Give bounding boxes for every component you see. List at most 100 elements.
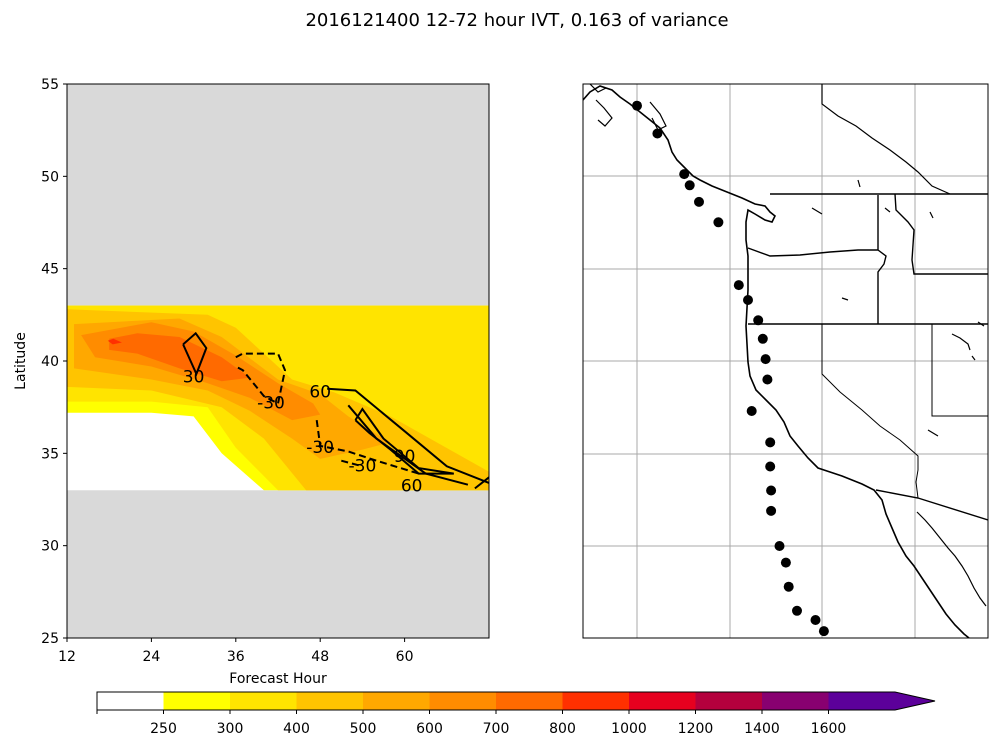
contour-line-2: [315, 419, 419, 475]
map-gridlines: [583, 84, 988, 638]
figure-title: 2016121400 12-72 hour IVT, 0.163 of vari…: [305, 10, 728, 31]
contour-label: 90: [394, 447, 416, 467]
colorbar-tick-label: 300: [217, 721, 244, 737]
colorbar-tick-label: 250: [150, 721, 177, 737]
contour-label: -30: [306, 438, 334, 458]
y-axis-label: Latitude: [13, 332, 29, 390]
map-point: [753, 315, 764, 326]
x-tick-label: 48: [311, 649, 329, 665]
colorbar-extend-arrow: [895, 692, 935, 710]
map-point: [850, 719, 860, 729]
map-point: [694, 196, 704, 207]
colorbar-segment: [562, 692, 630, 710]
x-axis-label: Forecast Hour: [229, 671, 327, 687]
map-point: [746, 406, 757, 416]
map-point: [684, 180, 695, 191]
contour-label: -30: [349, 456, 377, 476]
contour-line-6: [354, 407, 454, 475]
map-point: [765, 461, 776, 472]
y-tick-label: 50: [41, 169, 59, 185]
id-border: [894, 193, 988, 275]
colorbar-segment: [496, 692, 563, 710]
x-tick-label: 36: [227, 649, 245, 665]
map-point: [818, 626, 829, 637]
map-point: [679, 169, 690, 180]
contour-label: 60: [309, 382, 331, 402]
contour-label: 60: [401, 477, 423, 497]
peninsula-coast: [916, 511, 987, 607]
map-point: [632, 100, 642, 111]
colorbar-tick-label: 1400: [744, 721, 780, 737]
map-boundaries: [583, 84, 988, 638]
colorbar-tick-label: 400: [283, 721, 310, 737]
colorbar-segment: [828, 692, 896, 710]
map-point: [780, 557, 791, 568]
map-frame: [582, 83, 989, 639]
map-point: [774, 541, 785, 551]
colorbar-segment: [163, 692, 231, 710]
lakes: [811, 84, 985, 437]
colorbar-segment: [629, 692, 696, 710]
map-point: [762, 374, 773, 385]
map-point: [733, 280, 744, 291]
colorbar-tick-label: 1200: [678, 721, 714, 737]
map-point: [766, 505, 777, 516]
masked-band-0: [67, 84, 489, 306]
colorbar-segment: [97, 692, 164, 710]
colorbar-segment: [762, 692, 829, 710]
colorbar-tick-label: 800: [549, 721, 576, 737]
contour-label: -30: [257, 393, 285, 413]
contour-line-5: [347, 404, 469, 486]
colorbar-tick-label: 1000: [611, 721, 647, 737]
y-tick-label: 55: [41, 77, 59, 93]
map-point: [783, 581, 794, 592]
map-point: [810, 615, 821, 625]
colorbar: 250 300 400 500 600 700 800 1000 1200 1400 1600: [96, 691, 936, 737]
y-tick-label: 30: [41, 539, 59, 555]
map-point: [839, 674, 849, 684]
map-point: [765, 437, 776, 448]
filled-contour-800: [107, 338, 122, 345]
contour-line-7: [474, 476, 489, 490]
colorbar-tick-label: 700: [483, 721, 510, 737]
map-point: [652, 128, 663, 139]
wa-or-border: [747, 195, 887, 324]
colorbar-segment: [429, 692, 497, 710]
map-point: [713, 217, 724, 228]
masked-band-1: [67, 490, 489, 638]
x-tick-label: 12: [58, 649, 76, 665]
map-point: [833, 647, 843, 657]
map-point: [861, 741, 871, 749]
colorbar-tick-label: 600: [416, 721, 443, 737]
contour-line-0: [182, 331, 208, 377]
x-tick-label: 60: [396, 649, 414, 665]
x-tick-label: 24: [142, 649, 160, 665]
colorbar-segment: [230, 692, 297, 710]
island-coast: [589, 84, 667, 131]
filled-contour-700: [109, 333, 250, 382]
map-point: [743, 295, 753, 305]
y-tick-label: 45: [41, 262, 59, 278]
map-point: [792, 605, 802, 616]
mexico-border: [875, 489, 988, 521]
map-point: [760, 354, 771, 365]
y-tick-label: 40: [41, 354, 59, 370]
coastline: [583, 85, 970, 638]
y-tick-label: 25: [41, 631, 59, 647]
colorbar-segment: [695, 692, 763, 710]
colorbar-tick-label: 500: [350, 721, 377, 737]
colorbar-segment: [363, 692, 430, 710]
left-chart: 30 -30 -30 -30 60 60 90 12 24 36 48 60 25 30 35 40 45 5…: [13, 77, 490, 687]
contour-label: 30: [183, 368, 205, 388]
contour-line-3: [341, 459, 363, 468]
y-tick-label: 35: [41, 446, 59, 462]
ut-az-border: [931, 324, 988, 417]
map-point: [757, 333, 768, 344]
map-panel: [582, 83, 989, 749]
contour-line-1: [235, 352, 287, 406]
contour-line-4: [327, 387, 489, 484]
map-point: [766, 485, 777, 496]
colorbar-tick-label: 1600: [811, 721, 847, 737]
colorbar-segment: [296, 692, 364, 710]
